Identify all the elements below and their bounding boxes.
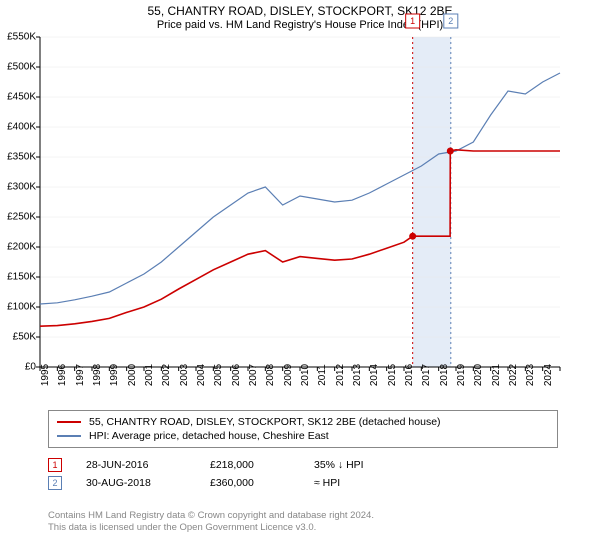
- xtick-label: 1995: [40, 364, 51, 386]
- annotation-row: 2 30-AUG-2018 £360,000 ≈ HPI: [48, 474, 364, 492]
- xtick-label: 2008: [265, 364, 276, 386]
- ytick-label: £150K: [0, 272, 36, 283]
- xtick-label: 1999: [109, 364, 120, 386]
- annotation-price: £218,000: [210, 459, 290, 471]
- legend-row: HPI: Average price, detached house, Ches…: [57, 429, 549, 443]
- ytick-label: £350K: [0, 152, 36, 163]
- xtick-label: 1996: [57, 364, 68, 386]
- xtick-label: 2016: [404, 364, 415, 386]
- xtick-label: 2022: [508, 364, 519, 386]
- svg-text:1: 1: [410, 16, 415, 26]
- xtick-label: 2020: [473, 364, 484, 386]
- xtick-label: 2007: [248, 364, 259, 386]
- xtick-label: 1998: [92, 364, 103, 386]
- xtick-label: 2013: [352, 364, 363, 386]
- xtick-label: 2014: [369, 364, 380, 386]
- xtick-label: 1997: [75, 364, 86, 386]
- xtick-label: 2019: [456, 364, 467, 386]
- annotation-row: 1 28-JUN-2016 £218,000 35% ↓ HPI: [48, 456, 364, 474]
- legend-swatch: [57, 421, 81, 423]
- ytick-label: £100K: [0, 302, 36, 313]
- xtick-label: 2015: [387, 364, 398, 386]
- xtick-label: 2021: [491, 364, 502, 386]
- xtick-label: 2002: [161, 364, 172, 386]
- xtick-label: 2001: [144, 364, 155, 386]
- xtick-label: 2005: [213, 364, 224, 386]
- svg-text:2: 2: [448, 16, 453, 26]
- xtick-label: 2018: [439, 364, 450, 386]
- chart-title: 55, CHANTRY ROAD, DISLEY, STOCKPORT, SK1…: [0, 4, 600, 18]
- annotation-marker: 1: [48, 458, 62, 472]
- annotation-price: £360,000: [210, 477, 290, 489]
- xtick-label: 2024: [543, 364, 554, 386]
- annotation-date: 28-JUN-2016: [86, 459, 186, 471]
- ytick-label: £550K: [0, 32, 36, 43]
- footer-line2: This data is licensed under the Open Gov…: [48, 522, 374, 534]
- annotations: 1 28-JUN-2016 £218,000 35% ↓ HPI 2 30-AUG-201…: [48, 456, 364, 492]
- xtick-label: 2004: [196, 364, 207, 386]
- xtick-label: 2010: [300, 364, 311, 386]
- annotation-note: 35% ↓ HPI: [314, 459, 364, 471]
- ytick-label: £300K: [0, 182, 36, 193]
- ytick-label: £500K: [0, 62, 36, 73]
- title-area: 55, CHANTRY ROAD, DISLEY, STOCKPORT, SK1…: [0, 0, 600, 33]
- ytick-label: £0: [0, 362, 36, 373]
- plot: 12: [40, 37, 560, 367]
- legend: 55, CHANTRY ROAD, DISLEY, STOCKPORT, SK1…: [48, 410, 558, 448]
- xtick-label: 2011: [317, 364, 328, 386]
- legend-row: 55, CHANTRY ROAD, DISLEY, STOCKPORT, SK1…: [57, 415, 549, 429]
- ytick-label: £400K: [0, 122, 36, 133]
- annotation-marker: 2: [48, 476, 62, 490]
- chart-area: 12 £0£50K£100K£150K£200K£250K£300K£350K£…: [40, 37, 600, 397]
- xtick-label: 2000: [127, 364, 138, 386]
- ytick-label: £200K: [0, 242, 36, 253]
- xtick-label: 2023: [525, 364, 536, 386]
- ytick-label: £50K: [0, 332, 36, 343]
- xtick-label: 2017: [421, 364, 432, 386]
- xtick-label: 2003: [179, 364, 190, 386]
- legend-swatch: [57, 435, 81, 436]
- xtick-label: 2006: [231, 364, 242, 386]
- footer-line1: Contains HM Land Registry data © Crown c…: [48, 510, 374, 522]
- ytick-label: £250K: [0, 212, 36, 223]
- xtick-label: 2009: [283, 364, 294, 386]
- xtick-label: 2012: [335, 364, 346, 386]
- footer: Contains HM Land Registry data © Crown c…: [48, 510, 374, 535]
- legend-label: HPI: Average price, detached house, Ches…: [89, 430, 329, 442]
- annotation-date: 30-AUG-2018: [86, 477, 186, 489]
- annotation-note: ≈ HPI: [314, 477, 340, 489]
- ytick-label: £450K: [0, 92, 36, 103]
- legend-label: 55, CHANTRY ROAD, DISLEY, STOCKPORT, SK1…: [89, 416, 441, 428]
- chart-subtitle: Price paid vs. HM Land Registry's House …: [0, 19, 600, 31]
